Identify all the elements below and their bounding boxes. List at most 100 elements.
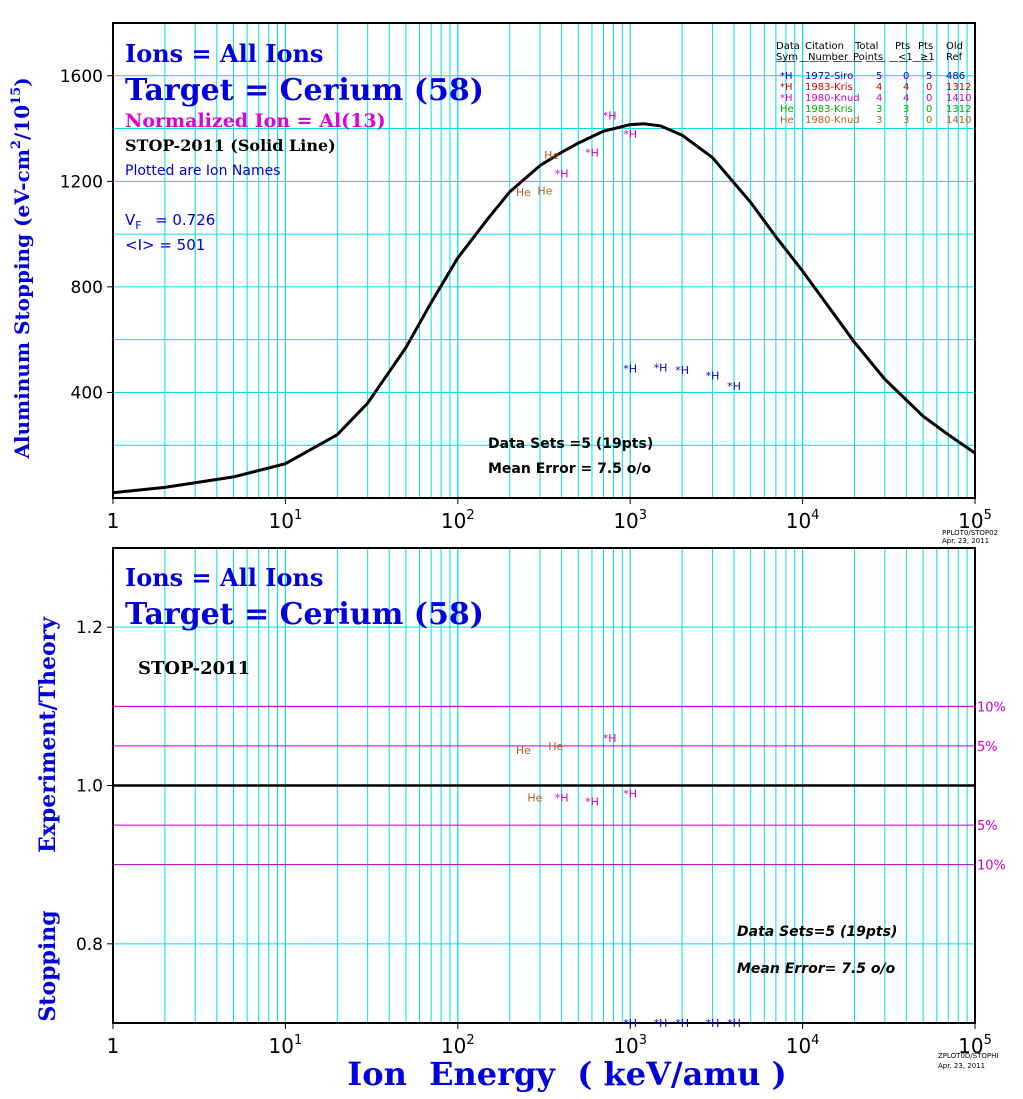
legend-h2-0: Sym <box>776 52 798 63</box>
top-x-tick-label: 102 <box>441 508 475 533</box>
legend-h1-5: Old <box>946 41 963 52</box>
bottom-data-point-label: *H <box>585 795 599 808</box>
stop-2011-curve <box>112 122 976 495</box>
top-annotation-meanerror: Mean Error = 7.5 o/o <box>488 461 651 477</box>
bottom-y-label-ratio: Experiment/Theory <box>35 616 61 853</box>
vf-v: V <box>125 211 136 229</box>
bottom-x-tick-label: 101 <box>269 1033 303 1058</box>
bottom-data-point-label: He <box>527 791 542 804</box>
top-ylabel-e: ) <box>10 77 34 86</box>
bottom-x-tick-base: 10 <box>441 1034 466 1058</box>
error-bands: 10% 5% 5% 10% <box>113 700 1006 874</box>
top-title-ions: Ions = All Ions <box>125 39 323 68</box>
bottom-annotation-datasets: Data Sets=5 (19pts) <box>737 924 897 940</box>
bottom-data-points: He He *H He *H *H *H *H *H *H *H *H <box>516 732 741 1030</box>
legend-cell: 0 <box>926 93 932 104</box>
top-data-point-label: He <box>537 185 552 198</box>
top-y-tick-label: 1600 <box>60 67 103 87</box>
top-x-tick-base: 10 <box>441 509 466 533</box>
legend-cell: *H <box>780 93 793 104</box>
bottom-ratio-chart: 10%5%5%10% 0.81.01.2 1 101 102 103 104 105 He… <box>35 547 1006 1093</box>
legend-cell: 0 <box>926 104 932 115</box>
legend-cell: *H <box>780 71 793 82</box>
error-band-label: 5% <box>977 819 998 834</box>
bottom-y-label-stopping: Stopping <box>35 910 61 1021</box>
legend-cell: 1972-Siro <box>805 71 853 82</box>
legend-cell: 0 <box>926 82 932 93</box>
vf-subscript: F <box>135 219 141 232</box>
legend-cell: 1983-Kris <box>805 82 853 93</box>
top-x-tick-label: 1 <box>107 509 120 533</box>
bottom-data-point-label: He <box>516 744 531 757</box>
error-band-label: 10% <box>977 859 1006 874</box>
bottom-y-tick-label: 1.0 <box>76 777 103 797</box>
top-title-target: Target = Cerium (58) <box>125 73 484 108</box>
bottom-x-tick-base: 1 <box>107 1034 120 1058</box>
bottom-x-tick-exp: 1 <box>294 1033 302 1048</box>
top-title-normalized: Normalized Ion = Al(13) <box>125 110 386 132</box>
legend-cell: 5 <box>876 71 882 82</box>
top-footer-date: Apr. 23, 2011 <box>942 537 989 545</box>
bottom-data-point-label: *H <box>727 1017 741 1030</box>
x-axis-label: Ion Energy ( keV/amu ) <box>347 1055 786 1093</box>
top-data-point-label: *H <box>603 109 617 122</box>
top-y-axis-label: Aluminum Stopping (eV-cm2/1015) <box>9 77 34 459</box>
error-band-label: 5% <box>977 740 998 755</box>
top-ylabel-a: Aluminum Stopping (eV-cm <box>10 149 34 460</box>
legend-cell: 3 <box>903 115 909 126</box>
bottom-x-tick-exp: 4 <box>811 1033 819 1048</box>
legend-cell: 1410 <box>946 93 971 104</box>
bottom-x-tick-label: 103 <box>613 1033 647 1058</box>
bottom-x-ticks: 1 101 102 103 104 105 <box>107 1023 992 1058</box>
top-x-tick-label: 103 <box>613 508 647 533</box>
bottom-data-point-label: *H <box>623 1017 637 1030</box>
legend-h2-1: Number <box>808 52 849 63</box>
legend-h2-5: Ref <box>946 52 963 63</box>
top-x-tick-label: 101 <box>269 508 303 533</box>
top-x-tick-base: 10 <box>613 509 638 533</box>
top-footer-id: PPLOT0/STOP02 <box>942 529 998 537</box>
legend-dash: —— ——— ——— —— —— —— <box>776 56 932 67</box>
bottom-data-point-label: *H <box>675 1017 689 1030</box>
top-x-tick-exp: 1 <box>294 508 302 523</box>
top-grid <box>112 23 976 498</box>
legend-cell: 486 <box>946 71 965 82</box>
legend-cell: 1312 <box>946 104 971 115</box>
legend-h1-3: Pts <box>895 41 910 52</box>
legend-cell: 3 <box>903 104 909 115</box>
bottom-x-tick-base: 10 <box>613 1034 638 1058</box>
legend-cell: 1983-Kris <box>805 104 853 115</box>
vf-label: VF <box>125 211 142 232</box>
top-data-point-label: *H <box>555 167 569 180</box>
legend-cell: 1980-Knud <box>805 115 860 126</box>
bottom-y-ticks: 0.8 1.0 1.2 <box>76 618 113 955</box>
top-x-tick-label: 105 <box>958 508 992 533</box>
legend-cell: 4 <box>876 82 882 93</box>
bottom-title-target: Target = Cerium (58) <box>125 597 484 632</box>
error-band-label: 10% <box>977 700 1006 715</box>
bottom-title-stop2011: STOP-2011 <box>138 658 250 679</box>
legend-h2-3: <1 <box>898 52 913 63</box>
top-x-tick-exp: 5 <box>984 508 992 523</box>
top-x-tick-exp: 2 <box>466 508 474 523</box>
legend-cell: *H <box>780 82 793 93</box>
legend-cell: 3 <box>876 104 882 115</box>
top-y-tick-label: 400 <box>71 383 103 403</box>
legend-cell: 4 <box>903 93 909 104</box>
bottom-x-tick-label: 1 <box>107 1034 120 1058</box>
bottom-data-point-label: *H <box>603 732 617 745</box>
bottom-x-tick-label: 105 <box>958 1033 992 1058</box>
top-data-point-label: *H <box>654 361 668 374</box>
bottom-x-tick-exp: 3 <box>639 1033 647 1048</box>
legend-cell: He <box>780 115 794 126</box>
bottom-x-tick-exp: 5 <box>984 1033 992 1048</box>
top-x-tick-label: 104 <box>786 508 820 533</box>
legend-h2-2: Points <box>853 52 883 63</box>
bottom-x-tick-exp: 2 <box>466 1033 474 1048</box>
top-data-point-label: *H <box>727 380 741 393</box>
bottom-x-tick-label: 104 <box>786 1033 820 1058</box>
top-data-point-label: He <box>544 149 559 162</box>
legend-cell: 3 <box>876 115 882 126</box>
